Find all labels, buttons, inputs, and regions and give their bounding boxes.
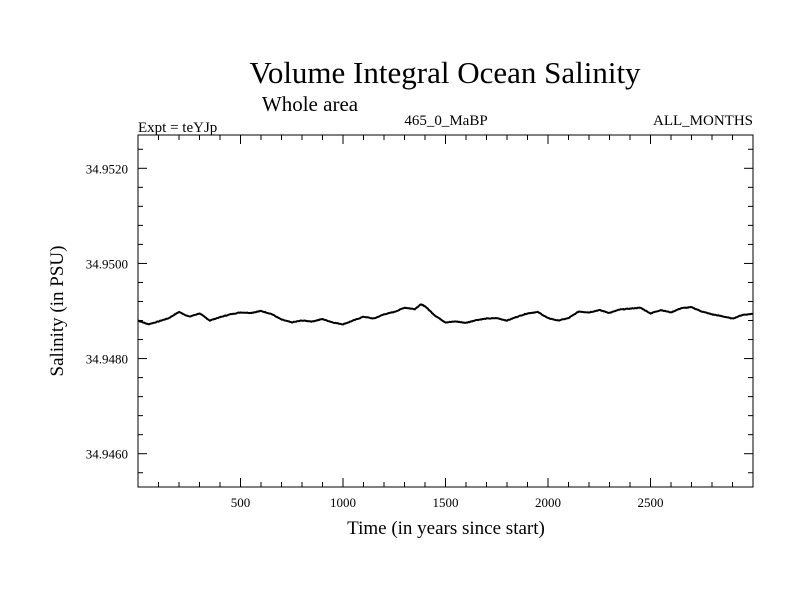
y-axis-title: Salinity (in PSU) xyxy=(47,246,68,377)
axis-ticks xyxy=(138,135,753,487)
chart-subtitle: Whole area xyxy=(262,92,359,116)
y-tick-label: 34.9520 xyxy=(86,161,128,176)
x-tick-label: 1000 xyxy=(330,495,356,510)
period-label: 465_0_MaBP xyxy=(404,113,487,129)
y-tick-label: 34.9480 xyxy=(86,352,128,367)
x-tick-label: 500 xyxy=(231,495,251,510)
months-label: ALL_MONTHS xyxy=(653,113,753,129)
x-axis-title: Time (in years since start) xyxy=(347,518,545,539)
salinity-series-line xyxy=(137,303,754,326)
experiment-label: Expt = teYJp xyxy=(138,120,217,136)
x-tick-label: 2000 xyxy=(535,495,561,510)
x-tick-label: 1500 xyxy=(433,495,459,510)
y-tick-label: 34.9500 xyxy=(86,256,128,271)
x-tick-label: 2500 xyxy=(638,495,664,510)
y-tick-label: 34.9460 xyxy=(86,447,128,462)
chart-title: Volume Integral Ocean Salinity xyxy=(249,55,641,90)
x-tick-labels: 500 1000 1500 2000 2500 xyxy=(231,495,664,510)
y-tick-labels: 34.9460 34.9480 34.9500 34.9520 xyxy=(86,161,128,461)
